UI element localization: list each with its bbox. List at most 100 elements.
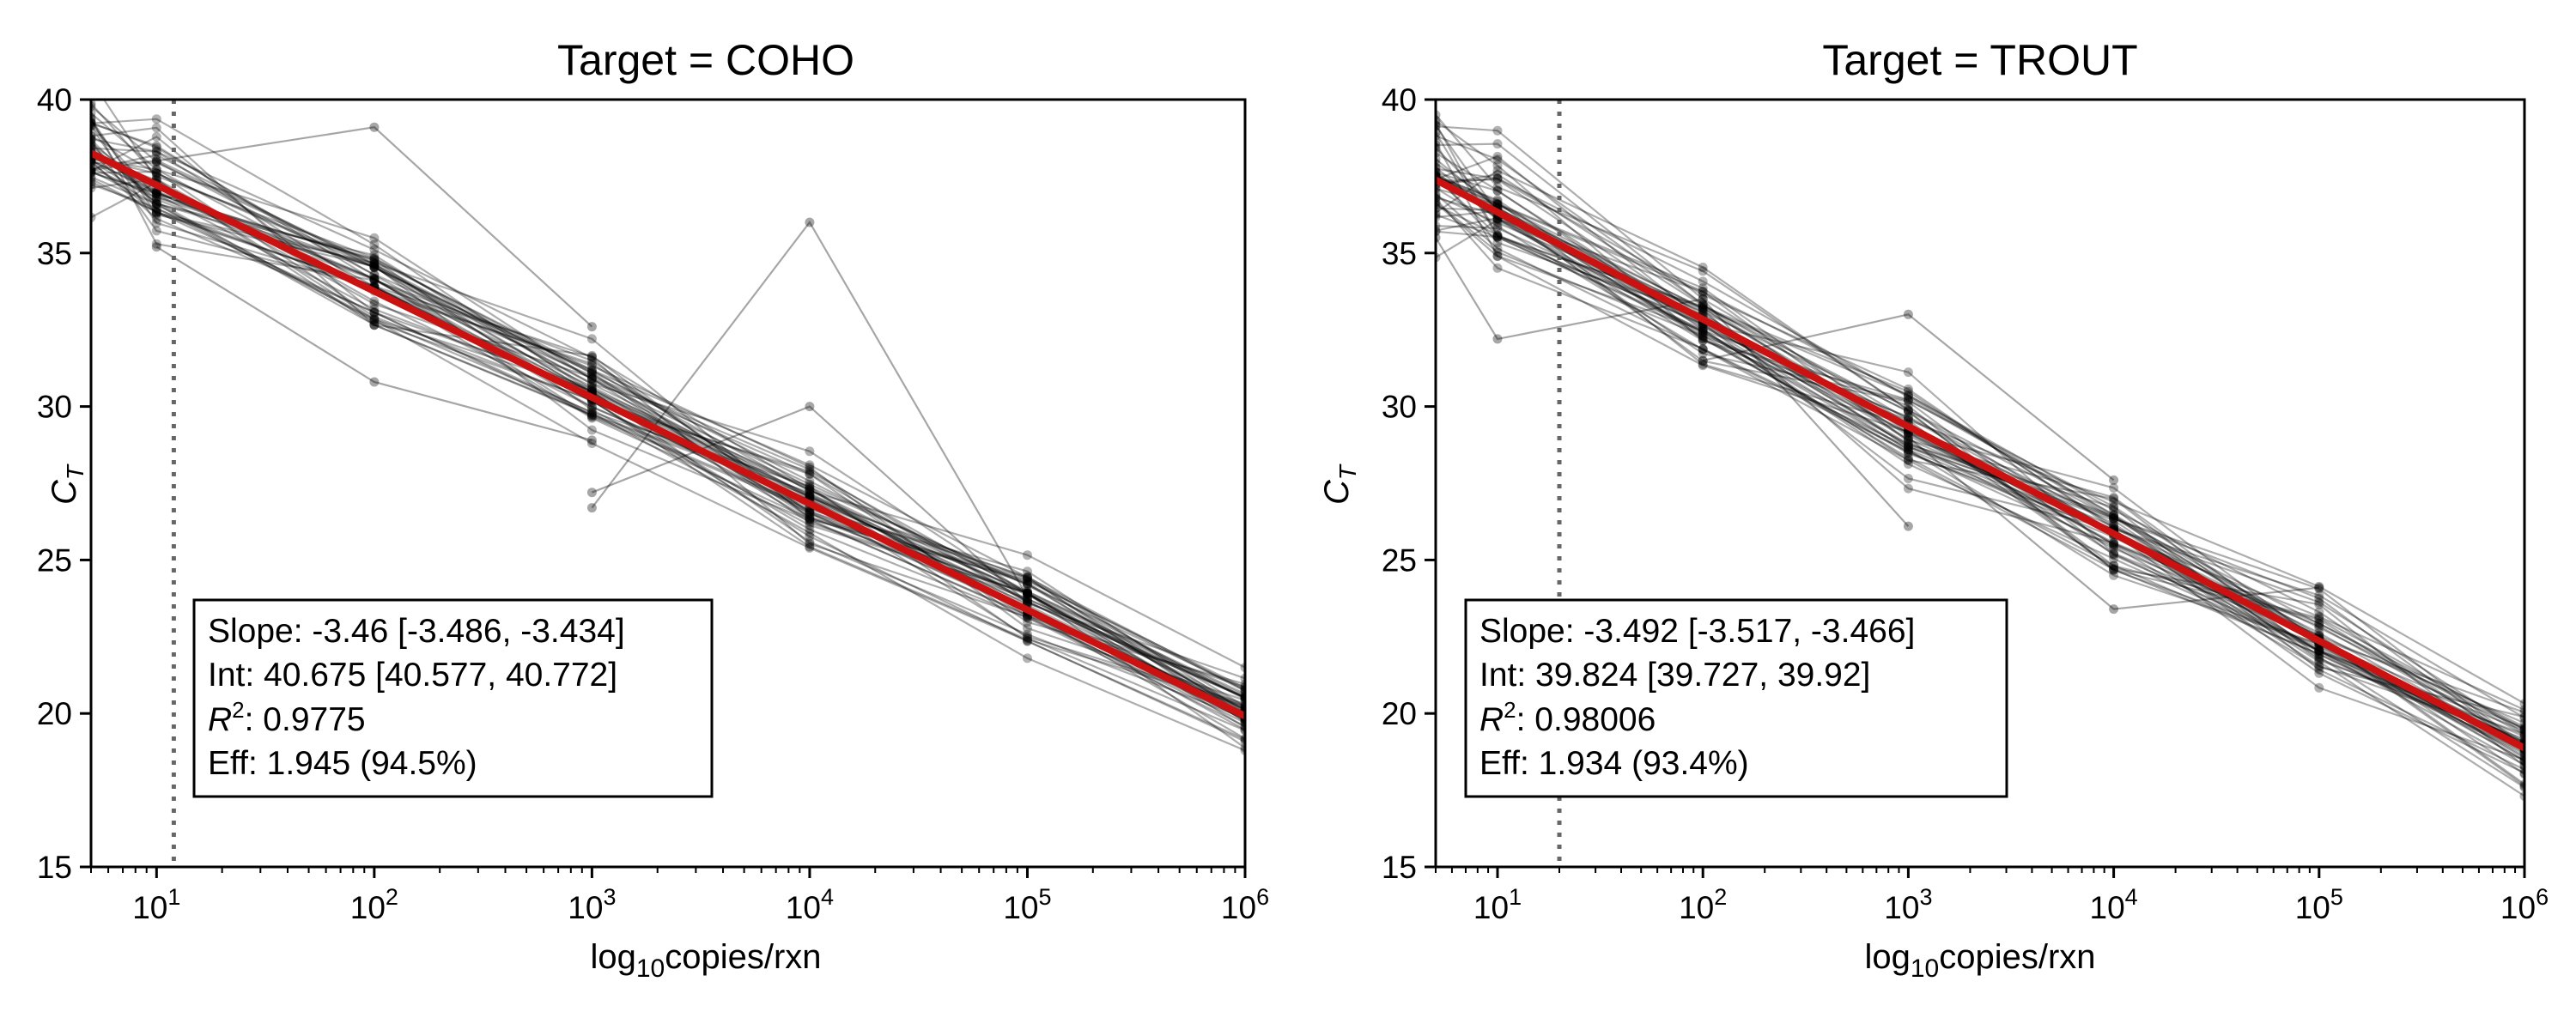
data-point — [2109, 513, 2119, 524]
x-axis-label: log10copies/rxn — [1864, 938, 2095, 983]
data-point — [2109, 543, 2119, 554]
x-tick-label: 106 — [1221, 884, 1269, 925]
data-point — [586, 385, 597, 394]
stats-slope: Slope: -3.46 [-3.486, -3.434] — [208, 613, 625, 650]
data-point — [1023, 588, 1032, 598]
data-point — [1698, 344, 1708, 354]
data-point — [586, 373, 597, 384]
replicate-line — [1436, 176, 2524, 785]
stats-efficiency: Eff: 1.945 (94.5%) — [208, 745, 477, 782]
data-point — [1903, 439, 1913, 450]
data-point — [805, 482, 815, 492]
outlier-point — [151, 242, 161, 252]
data-point — [1492, 230, 1503, 240]
data-point — [369, 253, 380, 264]
stats-box: Slope: -3.46 [-3.486, -3.434] Int: 40.67… — [192, 598, 714, 798]
data-point — [1903, 391, 1913, 400]
data-point — [1023, 573, 1032, 583]
stats-efficiency: Eff: 1.934 (93.4%) — [1479, 745, 1749, 782]
data-point — [586, 350, 597, 360]
data-point — [151, 171, 161, 181]
x-tick-label: 106 — [2500, 884, 2549, 925]
data-point — [2314, 662, 2324, 672]
panel-coho: Target = COHO 15 20 25 30 35 40 101 102 103 104 10… — [37, 36, 1269, 983]
data-point — [369, 262, 380, 272]
data-point — [151, 164, 161, 174]
x-axis-label: log10copies/rxn — [590, 938, 821, 983]
data-point — [1903, 447, 1913, 457]
data-point — [151, 208, 161, 218]
replicate-line — [91, 157, 1245, 714]
stats-box-frame — [192, 598, 714, 798]
data-point — [2314, 646, 2324, 657]
chart-title: Target = COHO — [557, 36, 854, 84]
data-point — [369, 312, 380, 322]
data-point — [1903, 413, 1913, 423]
data-point — [1023, 579, 1032, 590]
data-point — [586, 360, 597, 371]
data-point — [1492, 166, 1503, 176]
data-point — [1903, 431, 1913, 441]
data-point — [2314, 622, 2324, 633]
data-point — [1903, 386, 1913, 397]
outlier-point — [805, 217, 815, 227]
replicate-line — [91, 118, 1245, 688]
data-point — [1492, 247, 1503, 258]
data-point — [151, 155, 161, 166]
data-point — [805, 506, 815, 517]
data-point — [369, 239, 380, 250]
data-point — [586, 371, 597, 381]
data-point — [1023, 588, 1032, 598]
data-point — [369, 296, 380, 306]
data-point — [2109, 550, 2119, 560]
data-point — [586, 373, 597, 384]
outlier-point — [369, 377, 380, 387]
data-point — [805, 518, 815, 528]
data-point — [1903, 397, 1913, 407]
data-point — [2314, 593, 2324, 603]
replicate-line — [1436, 219, 2524, 771]
data-point — [369, 233, 380, 243]
fit-line — [1436, 177, 2524, 752]
data-point — [369, 274, 380, 284]
replicate-line — [91, 159, 1245, 724]
data-point — [1492, 218, 1503, 227]
replicate-line — [1436, 167, 2524, 719]
data-point — [1698, 289, 1708, 300]
data-point — [586, 408, 597, 418]
data-point — [369, 263, 380, 273]
data-point — [1698, 348, 1708, 359]
outlier-point — [1698, 355, 1708, 366]
data-point — [2109, 512, 2119, 523]
replicate-line — [1436, 142, 2524, 748]
data-point — [151, 239, 161, 249]
replicate-line — [1436, 187, 2524, 752]
replicate-line — [91, 154, 1245, 718]
outlier-point — [586, 503, 597, 513]
data-point — [369, 270, 380, 280]
data-point — [2109, 554, 2119, 564]
data-point — [2109, 501, 2119, 512]
replicate-lines — [91, 100, 1245, 755]
data-point — [1492, 199, 1503, 209]
data-point — [2314, 661, 2324, 671]
data-point — [805, 464, 815, 475]
replicate-line — [91, 183, 1245, 742]
data-point — [1492, 215, 1503, 225]
replicate-line — [91, 159, 1245, 697]
x-tick-label: 102 — [350, 884, 398, 925]
data-point — [151, 195, 161, 204]
plot-frame — [1434, 98, 2526, 869]
data-point — [1023, 573, 1032, 583]
data-point — [151, 168, 161, 179]
data-point — [151, 114, 161, 124]
outlier-line — [1907, 436, 2319, 610]
data-point — [1903, 446, 1913, 457]
replicate-line — [91, 136, 1245, 721]
data-point — [151, 207, 161, 217]
y-tick-label: 20 — [1382, 696, 1417, 731]
replicate-line — [91, 142, 1245, 695]
replicate-line — [91, 121, 1245, 701]
data-point — [586, 367, 597, 377]
data-point — [1698, 294, 1708, 304]
